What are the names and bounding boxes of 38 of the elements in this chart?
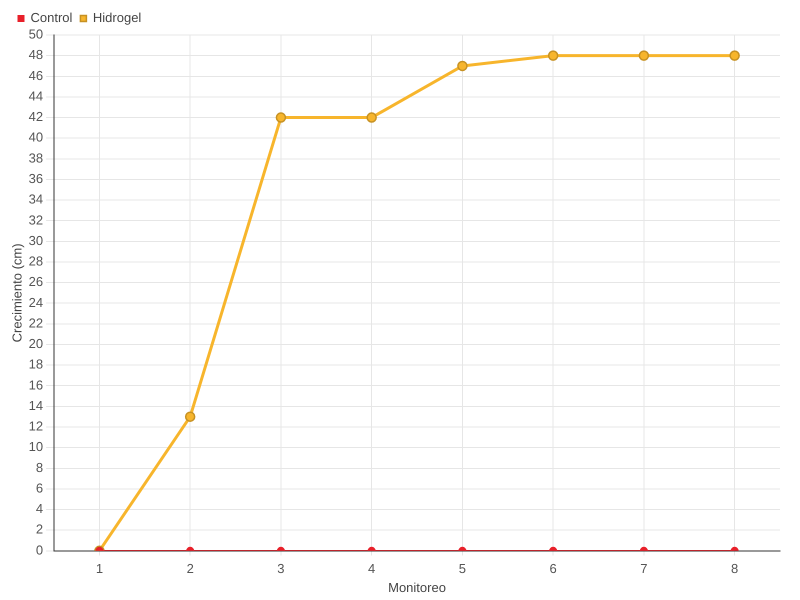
x-tick-label: 1 xyxy=(96,561,104,576)
x-tick-label: 3 xyxy=(277,561,285,576)
y-tick-label: 12 xyxy=(28,418,44,434)
x-tick-label: 4 xyxy=(368,561,376,576)
legend-label: Hidrogel xyxy=(92,10,142,26)
y-tick-label: 20 xyxy=(28,336,44,352)
legend-label: Control xyxy=(30,10,73,26)
y-tick-label: 30 xyxy=(28,232,44,248)
y-tick-label: 14 xyxy=(28,398,44,413)
y-tick-label: 46 xyxy=(28,68,44,83)
y-tick-label: 32 xyxy=(28,212,44,228)
y-tick-label: 48 xyxy=(28,47,44,62)
y-tick-label: 28 xyxy=(28,254,44,269)
x-tick-label: 2 xyxy=(186,561,194,576)
y-tick-label: 36 xyxy=(28,171,44,186)
y-tick-label: 0 xyxy=(36,542,44,558)
y-tick-label: 42 xyxy=(28,109,44,124)
y-tick-label: 4 xyxy=(36,501,44,516)
y-tick-label: 16 xyxy=(28,377,44,392)
y-tick-label: 18 xyxy=(28,356,44,372)
y-tick-label: 38 xyxy=(28,150,44,166)
x-tick-label: 5 xyxy=(458,561,466,576)
y-tick-label: 34 xyxy=(28,192,44,207)
y-tick-label: 10 xyxy=(28,439,44,454)
x-tick-label: 8 xyxy=(731,561,738,576)
y-tick-label: 8 xyxy=(36,460,44,475)
y-tick-label: 50 xyxy=(28,26,44,42)
x-tick-label: 7 xyxy=(640,561,648,576)
y-tick-label: 2 xyxy=(36,522,44,537)
y-tick-label: 26 xyxy=(28,274,44,290)
y-tick-label: 22 xyxy=(28,315,44,330)
y-axis-title: Crecimiento (cm) xyxy=(9,243,24,342)
y-tick-label: 44 xyxy=(28,88,44,104)
x-tick-label: 6 xyxy=(550,561,557,576)
y-tick-label: 6 xyxy=(36,480,44,496)
x-axis-title: Monitoreo xyxy=(388,580,446,595)
y-tick-label: 24 xyxy=(28,294,44,310)
y-tick-label: 40 xyxy=(28,130,44,145)
